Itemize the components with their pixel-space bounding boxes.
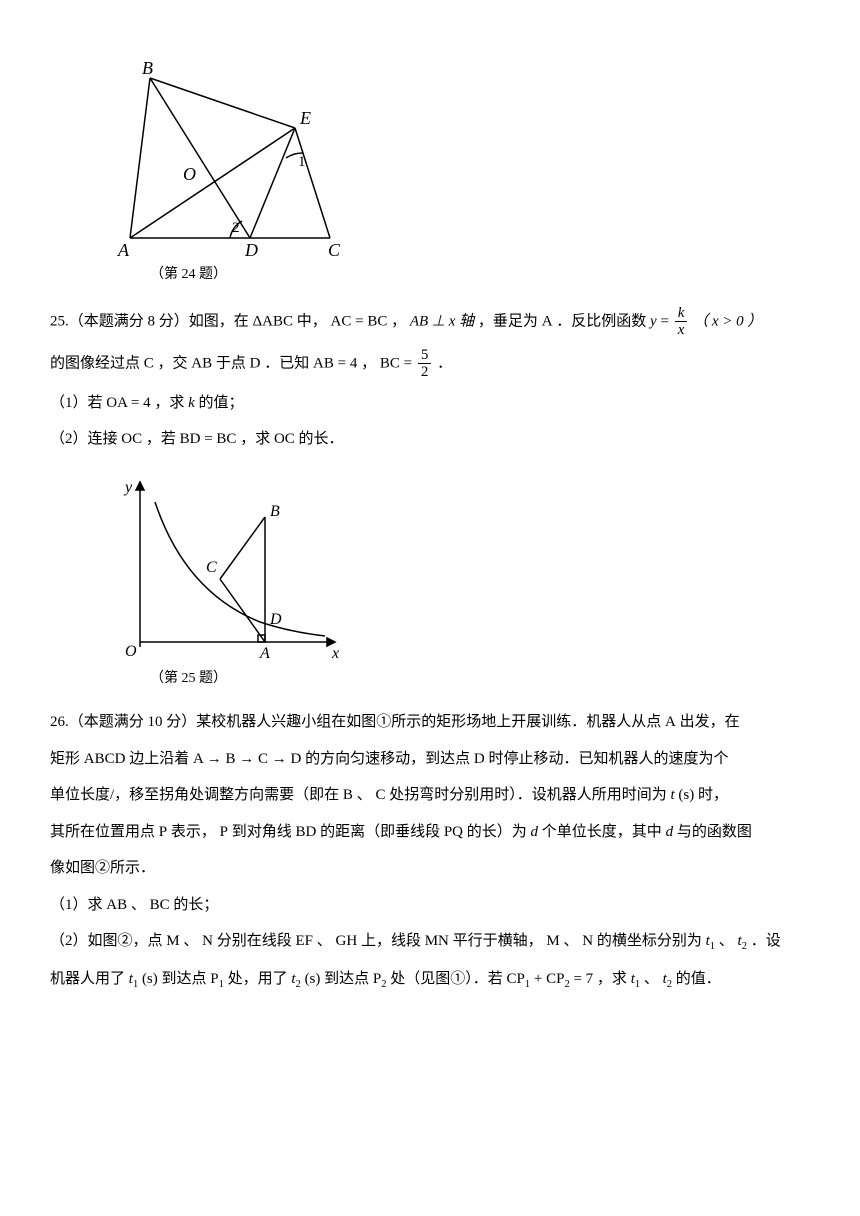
figure-24: B E A D C O 1 2 (100, 58, 810, 258)
figure-24-caption: （第 24 题） (150, 262, 810, 289)
label-angle-2: 2 (232, 220, 240, 236)
label-D: D (244, 240, 258, 258)
fraction-5-over-2: 5 2 (418, 347, 432, 381)
label-O: O (183, 164, 196, 184)
problem-25-line-1: 25.（本题满分 8 分）如图，在 ΔABC 中， AC = BC ， AB ⊥… (50, 305, 810, 339)
figure-25-caption: （第 25 题） (150, 666, 810, 693)
problem-26-part-2-line-1: （2）如图②，点 M 、 N 分别在线段 EF 、 GH 上，线段 MN 平行于… (50, 927, 810, 957)
label-C: C (328, 240, 341, 258)
problem-25-part-2: （2）连接 OC ，若 BD = BC ，求 OC 的长． (50, 425, 810, 454)
fraction-k-over-x: k x (675, 305, 688, 339)
label-D: D (269, 611, 282, 628)
label-B: B (270, 503, 280, 520)
figure-24-svg: B E A D C O 1 2 (100, 58, 360, 258)
problem-26-line-2: 矩形 ABCD 边上沿着 A → B → C → D 的方向匀速移动，到达点 D… (50, 745, 810, 774)
label-O: O (125, 643, 137, 660)
problem-26-part-2-line-2: 机器人用了 t1 (s) 到达点 P1 处，用了 t2 (s) 到达点 P2 处… (50, 965, 810, 995)
problem-26-line-1: 26.（本题满分 10 分）某校机器人兴趣小组在如图①所示的矩形场地上开展训练．… (50, 708, 810, 737)
label-C: C (206, 559, 217, 576)
problem-26-part-1: （1）求 AB 、 BC 的长； (50, 891, 810, 920)
label-y: y (123, 479, 133, 496)
figure-25-svg: y x O A B C D (100, 472, 350, 662)
problem-26-line-5: 像如图②所示． (50, 854, 810, 883)
problem-26-line-4: 其所在位置用点 P 表示， P 到对角线 BD 的距离（即垂线段 PQ 的长）为… (50, 818, 810, 847)
figure-25: y x O A B C D (100, 472, 810, 662)
label-A: A (259, 645, 270, 662)
problem-25-part-1: （1）若 OA = 4 ，求 k 的值； (50, 389, 810, 418)
problem-26-line-3: 单位长度/，移至拐角处调整方向需要（即在 B 、 C 处拐弯时分别用时）．设机器… (50, 781, 810, 810)
label-x: x (331, 645, 339, 662)
label-angle-1: 1 (298, 154, 306, 170)
label-E: E (299, 108, 311, 128)
label-B: B (142, 58, 153, 78)
label-A: A (117, 240, 130, 258)
problem-25-line-2: 的图像经过点 C ，交 AB 于点 D ．已知 AB = 4 ， BC = 5 … (50, 347, 810, 381)
